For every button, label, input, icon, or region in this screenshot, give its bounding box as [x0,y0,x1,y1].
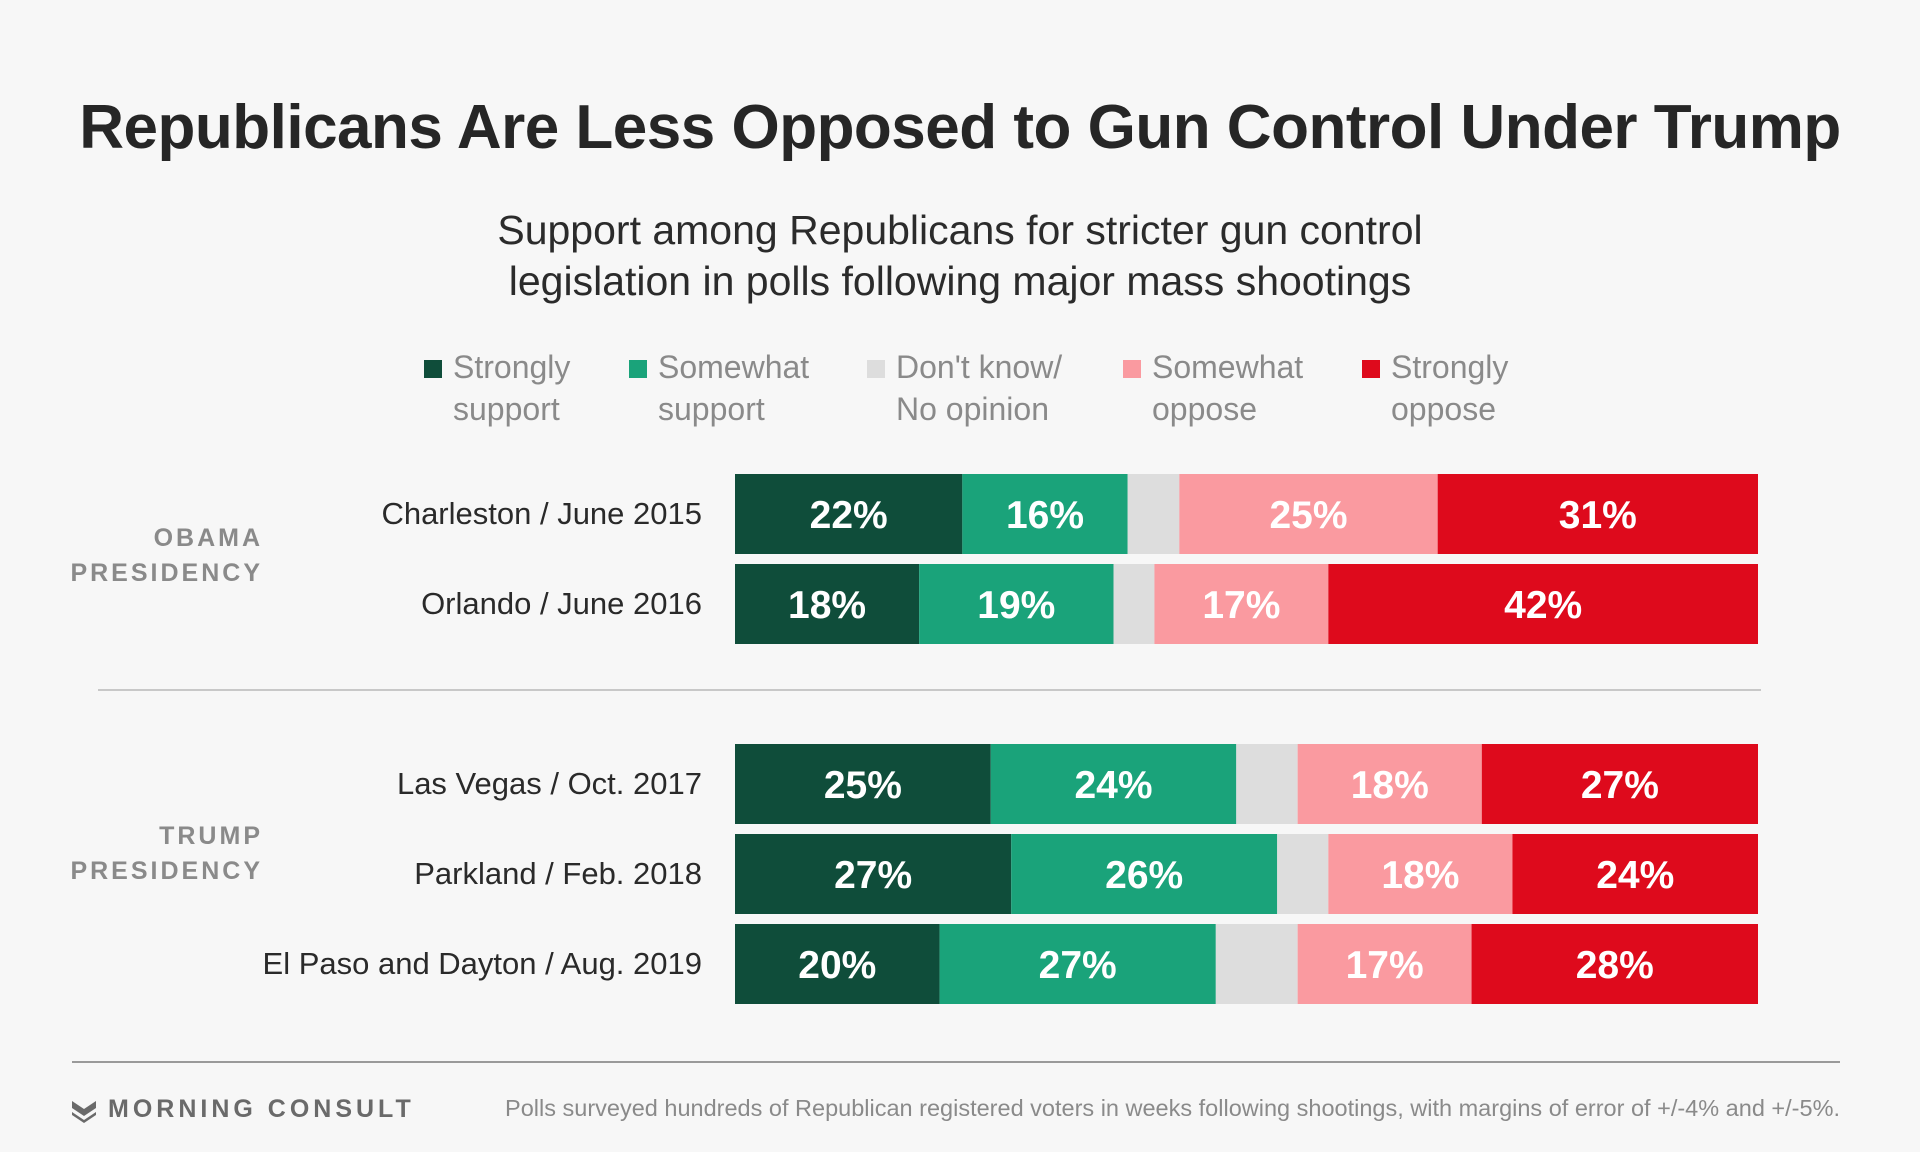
data-label-strongly-oppose: 31% [1559,494,1637,537]
data-label-strongly-oppose: 42% [1504,584,1582,627]
group-divider [98,689,1761,691]
bar-segment-somewhat-oppose [1179,474,1438,554]
legend-label-line-1: Don't know/ [896,349,1063,385]
bar-segment-strongly-oppose [1512,834,1758,914]
data-label-somewhat-oppose: 17% [1202,584,1280,627]
chart-subtitle: Support among Republicans for stricter g… [0,205,1920,307]
footer-rule [72,1061,1840,1063]
bar-segment-somewhat-oppose [1297,924,1472,1004]
data-label-somewhat-oppose: 25% [1269,494,1347,537]
bar-segment-no-opinion [1113,564,1155,644]
data-label-strongly-oppose: 24% [1596,854,1674,897]
data-label-strongly-oppose: 27% [1581,764,1659,807]
bar-segment-no-opinion [1127,474,1180,554]
legend-label-line-2: support [658,391,765,427]
row-label-charleston: Charleston / June 2015 [381,496,702,531]
footer-note: Polls surveyed hundreds of Republican re… [505,1095,1840,1121]
legend-label-line-1: Somewhat [658,349,810,385]
data-label-somewhat-support: 26% [1105,854,1183,897]
data-label-somewhat-support: 24% [1074,764,1152,807]
footer-brand: MORNING CONSULT [108,1095,415,1123]
data-label-somewhat-support: 27% [1039,944,1117,987]
legend-label-line-1: Strongly [453,349,571,385]
row-label-parkland: Parkland / Feb. 2018 [414,856,702,891]
bar-segment-strongly-support [735,564,920,644]
data-label-somewhat-support: 16% [1006,494,1084,537]
bar-segment-strongly-oppose [1471,924,1758,1004]
bar-segment-strongly-support [735,834,1012,914]
bar-segment-somewhat-support [962,474,1128,554]
row-label-orlando: Orlando / June 2016 [421,586,702,621]
subtitle-line-2: legislation in polls following major mas… [508,258,1412,304]
bar-segment-somewhat-support [990,744,1237,824]
data-label-somewhat-oppose: 17% [1346,944,1424,987]
bar-segment-strongly-support [735,744,991,824]
data-label-strongly-support: 18% [788,584,866,627]
bar-segment-somewhat-support [1011,834,1278,914]
data-label-strongly-support: 27% [834,854,912,897]
bar-segment-somewhat-oppose [1328,834,1513,914]
legend: Strongly support Somewhat support Don't … [0,346,1920,436]
legend-label-line-2: No opinion [896,391,1049,427]
bar-segment-strongly-support [735,924,940,1004]
chart-title: Republicans Are Less Opposed to Gun Cont… [79,93,1841,162]
row-label-el-paso-dayton: El Paso and Dayton / Aug. 2019 [262,946,702,981]
legend-label-line-2: oppose [1391,391,1496,427]
legend-swatch-somewhat-support [629,360,647,378]
morning-consult-mark-icon [72,1101,96,1123]
legend-swatch-no-opinion [867,360,885,378]
data-label-strongly-support: 20% [798,944,876,987]
data-label-somewhat-support: 19% [977,584,1055,627]
bar-segment-no-opinion [1236,744,1298,824]
bar-segment-somewhat-support [919,564,1114,644]
data-label-strongly-oppose: 28% [1576,944,1654,987]
legend-swatch-strongly-support [424,360,442,378]
legend-label-line-1: Somewhat [1152,349,1304,385]
data-label-strongly-support: 25% [824,764,902,807]
bar-segment-no-opinion [1277,834,1329,914]
legend-label-line-1: Strongly [1391,349,1509,385]
bar-segment-strongly-oppose [1328,564,1758,644]
legend-swatch-strongly-oppose [1362,360,1380,378]
bar-segment-somewhat-support [939,924,1216,1004]
bar-segment-strongly-oppose [1481,744,1758,824]
data-label-somewhat-oppose: 18% [1351,764,1429,807]
group-label-trump: TRUMP PRESIDENCY [70,822,263,885]
bar-segment-no-opinion [1215,924,1298,1004]
group-label-obama: OBAMA PRESIDENCY [70,524,263,587]
data-label-strongly-support: 22% [810,494,888,537]
data-label-somewhat-oppose: 18% [1381,854,1459,897]
legend-swatch-somewhat-oppose [1123,360,1141,378]
subtitle-line-1: Support among Republicans for stricter g… [497,207,1423,253]
bar-segment-strongly-support [735,474,963,554]
row-label-las-vegas: Las Vegas / Oct. 2017 [396,766,702,801]
bar-segment-somewhat-oppose [1297,744,1482,824]
bar-segment-somewhat-oppose [1154,564,1329,644]
legend-label-line-2: support [453,391,560,427]
legend-label-line-2: oppose [1152,391,1257,427]
bar-segment-strongly-oppose [1437,474,1758,554]
